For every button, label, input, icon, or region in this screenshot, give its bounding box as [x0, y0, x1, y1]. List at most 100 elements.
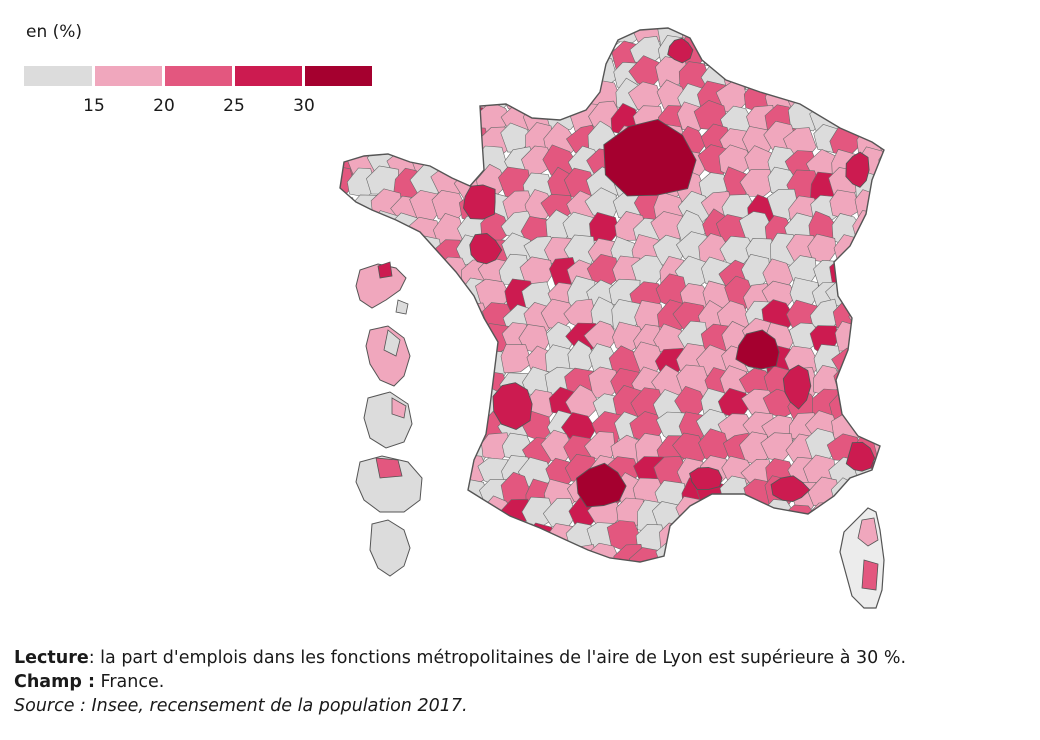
map-cell	[369, 234, 403, 269]
map-cell	[368, 126, 399, 159]
map-cell	[503, 521, 537, 551]
metro-area-nantes	[469, 233, 503, 265]
map-cell	[809, 82, 843, 111]
map-cell	[345, 59, 381, 95]
map-cell	[850, 388, 884, 422]
map-cell	[326, 566, 358, 599]
map-cell	[500, 344, 533, 374]
map-cell	[366, 38, 400, 70]
map-cell	[525, 61, 555, 94]
map-cell	[346, 568, 380, 599]
map-cell	[791, 28, 822, 52]
map-cell	[717, 520, 750, 552]
map-cell	[453, 408, 488, 439]
map-cell	[697, 28, 731, 44]
champ-label: Champ :	[14, 672, 95, 692]
map-cell	[347, 99, 381, 134]
map-cell	[458, 60, 489, 91]
legend-color-scale	[24, 66, 375, 86]
map-cell	[347, 238, 381, 267]
metro-area-paris	[603, 119, 697, 197]
map-cell	[340, 326, 359, 360]
map-cell	[545, 561, 579, 562]
map-cell	[437, 58, 470, 92]
map-cell	[762, 28, 795, 51]
map-cell	[345, 28, 377, 49]
map-cell	[415, 542, 449, 562]
map-cell	[520, 541, 554, 562]
map-cell	[411, 254, 444, 289]
metro-area-nice	[845, 441, 876, 472]
map-cell	[849, 277, 883, 314]
map-cell	[542, 35, 573, 71]
map-cell	[340, 521, 356, 553]
map-cell	[680, 520, 711, 554]
metro-area-lille	[667, 37, 694, 64]
map-cell	[697, 499, 733, 530]
map-cell	[542, 28, 578, 50]
map-cell	[412, 343, 443, 377]
map-cell	[634, 567, 667, 596]
map-cell	[433, 277, 468, 310]
map-cell	[439, 83, 470, 112]
map-cell	[722, 566, 757, 598]
map-cell	[435, 456, 468, 488]
map-cell	[739, 169, 775, 197]
map-cell	[547, 57, 577, 91]
map-cell	[805, 39, 838, 69]
map-cell	[340, 391, 357, 421]
map-cell	[718, 500, 752, 529]
map-cell	[762, 520, 793, 551]
map-cell	[805, 518, 842, 551]
map-cell	[873, 364, 884, 396]
metro-area-lyon	[735, 329, 780, 370]
map-cell	[432, 343, 469, 378]
map-cell	[568, 28, 600, 46]
legend-swatch-15-20	[95, 66, 162, 86]
map-cell	[456, 347, 490, 380]
map-cell	[852, 326, 884, 359]
map-cell	[454, 522, 486, 556]
map-cell	[481, 565, 511, 598]
map-cell	[431, 127, 463, 158]
map-cell	[872, 82, 884, 113]
map-cell	[411, 122, 446, 153]
map-cell	[760, 545, 799, 562]
map-cell	[478, 56, 511, 87]
map-cell	[347, 38, 383, 69]
map-cell	[761, 57, 795, 91]
map-cell	[410, 388, 443, 420]
map-cell	[504, 28, 535, 46]
map-cell	[415, 566, 448, 593]
map-cell	[340, 28, 363, 43]
map-notes: Lecture: la part d'emplois dans les fonc…	[14, 646, 906, 718]
map-cell	[744, 28, 775, 46]
map-cell	[461, 505, 491, 535]
map-cell	[452, 546, 488, 562]
map-cell	[522, 28, 555, 50]
lecture-text: : la part d'emplois dans les fonctions m…	[88, 648, 907, 668]
map-cell	[502, 60, 539, 96]
legend-swatch-20-25	[165, 66, 232, 86]
map-cell	[343, 124, 380, 159]
map-cell	[412, 364, 444, 399]
map-cell	[351, 84, 381, 116]
metro-area-marseille	[770, 475, 811, 502]
map-cell	[678, 569, 711, 601]
map-cell	[340, 364, 359, 397]
metro-area-toulouse	[576, 462, 627, 508]
map-cell	[391, 62, 424, 94]
map-cell	[852, 79, 884, 110]
map-cell	[876, 192, 884, 225]
map-cell	[742, 539, 776, 562]
map-cell	[434, 367, 467, 404]
map-cell	[436, 101, 469, 132]
map-cell	[435, 300, 467, 330]
map-cell	[806, 28, 842, 45]
map-cell	[390, 39, 427, 71]
map-cell	[615, 561, 646, 562]
overseas-territories	[355, 261, 423, 577]
map-cell	[657, 564, 686, 593]
map-cell	[340, 345, 360, 376]
map-cell	[672, 537, 710, 562]
